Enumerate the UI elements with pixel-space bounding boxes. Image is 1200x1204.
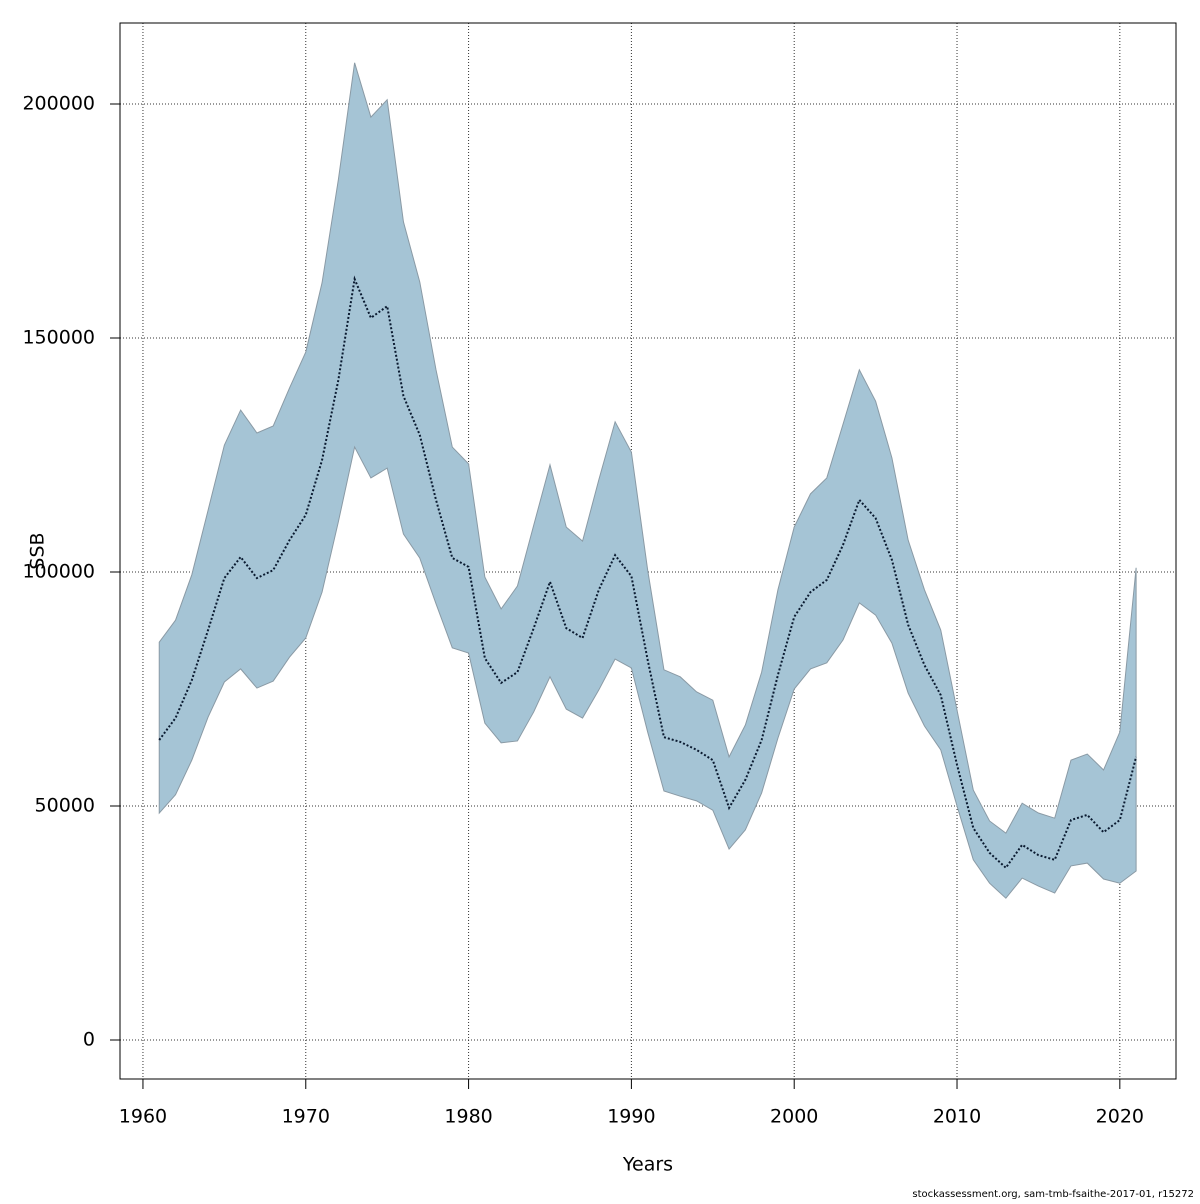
y-tick-label: 0 — [83, 1029, 95, 1051]
confidence-band — [158, 62, 1137, 899]
x-tick-label: 2020 — [1096, 1106, 1144, 1128]
y-tick-label: 200000 — [22, 93, 95, 115]
x-axis-label: Years — [622, 1154, 673, 1176]
x-tick-label: 1980 — [444, 1106, 492, 1128]
y-tick-label: 100000 — [22, 561, 95, 583]
y-tick-label: 150000 — [22, 327, 95, 349]
x-tick-label: 1970 — [282, 1106, 330, 1128]
y-axis-label: SSB — [27, 532, 49, 569]
estimate-line — [158, 275, 1138, 870]
x-tick-label: 1990 — [607, 1106, 655, 1128]
y-tick-label: 50000 — [35, 795, 95, 817]
caption: stockassessment.org, sam-tmb-fsaithe-201… — [912, 1189, 1194, 1200]
x-tick-label: 1960 — [119, 1106, 167, 1128]
plot-frame — [119, 22, 1177, 1080]
x-tick-label: 2000 — [770, 1106, 818, 1128]
x-tick-label: 2010 — [933, 1106, 981, 1128]
